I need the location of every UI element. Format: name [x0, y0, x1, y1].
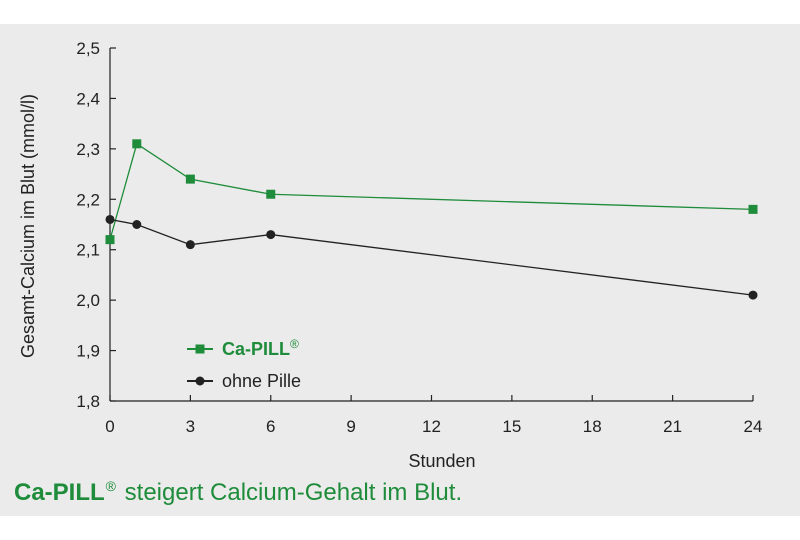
y-tick-label: 2,0 — [76, 291, 100, 310]
legend-registered-mark: ® — [290, 337, 299, 351]
axes: 1,8 1,9 2,0 2,1 2,2 2,3 2,4 2,5 0 3 6 9 12 15 18 21 24 St… — [18, 39, 762, 471]
legend-swatch-marker — [195, 344, 205, 354]
y-tick-label: 1,9 — [76, 342, 100, 361]
x-tick-label: 9 — [346, 417, 355, 436]
x-tick-label: 21 — [663, 417, 682, 436]
data-point — [105, 214, 115, 224]
data-point — [132, 220, 142, 229]
data-point — [748, 290, 758, 300]
x-tick-label: 15 — [502, 417, 521, 436]
y-axis-title: Gesamt-Calcium im Blut (mmol/l) — [18, 94, 38, 358]
caption-registered-mark: ® — [105, 478, 116, 494]
caption-text: steigert Calcium-Gehalt im Blut. — [118, 479, 463, 506]
series-2 — [105, 214, 758, 300]
legend-label: Ca-PILL® — [222, 337, 299, 359]
legend-label: ohne Pille — [222, 371, 301, 391]
data-point — [748, 204, 758, 214]
legend-swatch-marker — [195, 376, 205, 386]
x-axis-title: Stunden — [408, 451, 475, 471]
data-point — [185, 174, 195, 184]
x-tick-label: 12 — [422, 417, 441, 436]
y-tick-label: 2,2 — [76, 190, 100, 209]
caption-brand: Ca-PILL — [14, 479, 105, 506]
series-line — [109, 218, 754, 296]
data-point — [266, 230, 276, 240]
legend: Ca-PILL® ohne Pille — [187, 337, 301, 391]
x-tick-label: 6 — [266, 417, 275, 436]
x-tick-label: 18 — [583, 417, 602, 436]
legend-item: ohne Pille — [187, 371, 301, 391]
data-point — [266, 189, 276, 199]
data-point — [132, 139, 142, 149]
y-tick-label: 2,1 — [76, 241, 100, 260]
chart-caption: Ca-PILL® steigert Calcium-Gehalt im Blut… — [14, 478, 462, 507]
legend-item: Ca-PILL® — [187, 337, 299, 359]
series-1 — [105, 139, 758, 245]
data-point — [105, 235, 115, 245]
y-tick-label: 2,4 — [76, 89, 100, 108]
chart-panel — [0, 24, 800, 516]
x-tick-label: 0 — [105, 417, 114, 436]
y-tick-label: 2,5 — [76, 39, 100, 58]
y-tick-label: 2,3 — [76, 140, 100, 159]
x-tick-label: 24 — [744, 417, 763, 436]
series-line — [109, 142, 754, 240]
data-point — [185, 240, 195, 250]
series-layer — [105, 139, 758, 300]
x-tick-label: 3 — [186, 417, 195, 436]
y-tick-label: 1,8 — [76, 392, 100, 411]
